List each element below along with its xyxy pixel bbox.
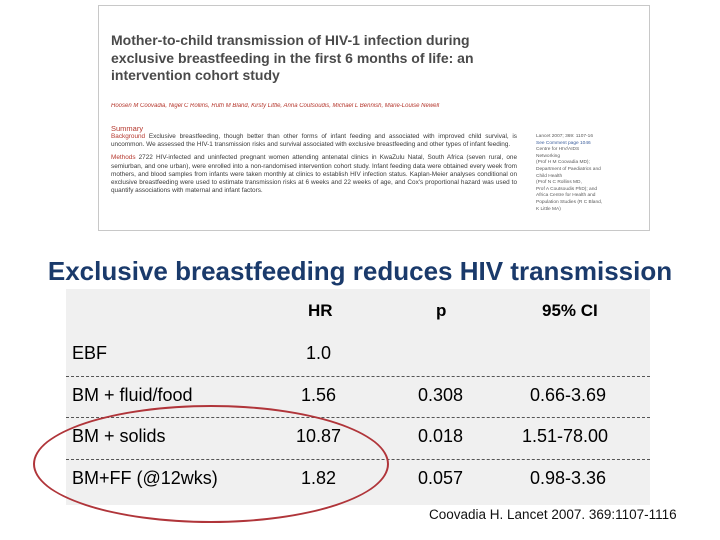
side-line: (Prof H M Coovadia MD); <box>536 160 590 166</box>
row-p: 0.018 <box>418 426 464 446</box>
row-ci: 0.98-3.36 <box>530 468 607 488</box>
row-ci: 1.51-78.00 <box>522 426 609 446</box>
row-divider <box>66 417 650 418</box>
row-hr: 10.87 <box>296 426 342 446</box>
methods-text: 2722 HIV-infected and uninfected pregnan… <box>111 154 517 195</box>
row-hr: 1.0 <box>306 343 332 363</box>
background-label: Background <box>111 133 146 140</box>
paper-title: Mother-to-child transmission of HIV-1 in… <box>111 32 474 83</box>
side-line: Department of Paediatrics and <box>536 166 601 172</box>
paper-sidebar: Lancet 2007; 369: 1107-16 See Comment pa… <box>536 134 646 213</box>
row-hr: 1.56 <box>301 385 337 405</box>
side-line: Child Health <box>536 173 563 179</box>
header-hr: HR <box>308 301 333 320</box>
paper-abstract: Background Exclusive breastfeeding, thou… <box>111 133 517 200</box>
row-ci: 0.66-3.69 <box>530 385 607 405</box>
side-line: Prof A Coutsoudis PhD); and <box>536 186 598 192</box>
paper-excerpt: Mother-to-child transmission of HIV-1 in… <box>98 5 650 231</box>
row-p: 0.308 <box>418 385 464 405</box>
side-line: Networking <box>536 153 560 159</box>
row-label: BM+FF (@12wks) <box>72 468 218 488</box>
row-p: 0.057 <box>418 468 464 488</box>
header-p: p <box>436 301 447 320</box>
row-divider <box>66 459 650 460</box>
side-comment: See Comment page 1046 <box>536 140 591 146</box>
slide-title: Exclusive breastfeeding reduces HIV tran… <box>47 256 673 286</box>
methods-label: Methods <box>111 154 136 162</box>
side-line: Centre for HIV/AIDS <box>536 147 580 153</box>
row-hr: 1.82 <box>301 468 337 488</box>
row-label: BM + fluid/food <box>72 385 193 405</box>
header-ci: 95% CI <box>542 301 598 320</box>
side-ref: Lancet 2007; 369: 1107-16 <box>536 134 593 139</box>
side-line: K Little MA) <box>536 206 561 212</box>
row-divider <box>66 376 650 377</box>
side-line: Africa Centre for Health and <box>536 193 596 199</box>
row-label: BM + solids <box>72 426 166 446</box>
side-line: (Prof N C Rollins MD, <box>536 180 582 186</box>
results-table <box>66 289 650 505</box>
row-label: EBF <box>72 343 108 363</box>
paper-authors: Hoosen M Coovadia, Nigel C Rollins, Ruth… <box>111 103 440 109</box>
side-line: Population Studies (R C Bland, <box>536 199 603 205</box>
citation: Coovadia H. Lancet 2007. 369:1107-1116 <box>429 507 677 522</box>
paper-summary-label: Summary <box>111 124 144 133</box>
background-text: Exclusive breastfeeding, though better t… <box>111 133 518 149</box>
